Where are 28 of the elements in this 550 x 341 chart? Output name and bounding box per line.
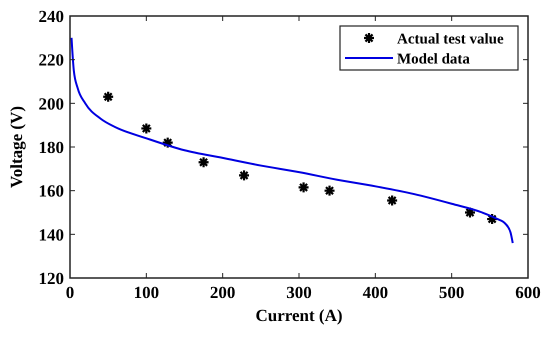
x-tick-label: 200 — [210, 283, 236, 302]
y-tick-label: 140 — [38, 225, 64, 244]
point — [238, 169, 250, 182]
point — [464, 206, 476, 219]
x-tick-label: 300 — [286, 283, 312, 302]
point — [102, 90, 114, 103]
y-tick-label: 220 — [38, 50, 64, 70]
point — [486, 212, 498, 226]
point — [197, 156, 210, 168]
y-tick-label: 120 — [38, 268, 64, 288]
x-tick-label: 100 — [134, 283, 160, 302]
x-axis-title: Current (A) — [255, 306, 343, 325]
x-tick-label: 0 — [66, 283, 74, 302]
x-tick-label: 500 — [438, 283, 464, 302]
y-axis-title: Voltage (V) — [7, 106, 26, 188]
point — [162, 136, 174, 149]
point — [297, 181, 310, 194]
point — [323, 184, 336, 197]
point — [140, 122, 152, 135]
legend-label: Actual test value — [397, 31, 504, 48]
y-tick-label: 160 — [38, 182, 64, 201]
x-tick-label: 400 — [362, 283, 388, 302]
y-tick-label: 180 — [38, 138, 64, 157]
y-tick-label: 200 — [38, 94, 64, 114]
x-tick-label: 600 — [515, 283, 541, 302]
point — [386, 194, 398, 207]
y-tick-label: 240 — [38, 6, 64, 26]
legend-label: Model data — [397, 51, 470, 68]
